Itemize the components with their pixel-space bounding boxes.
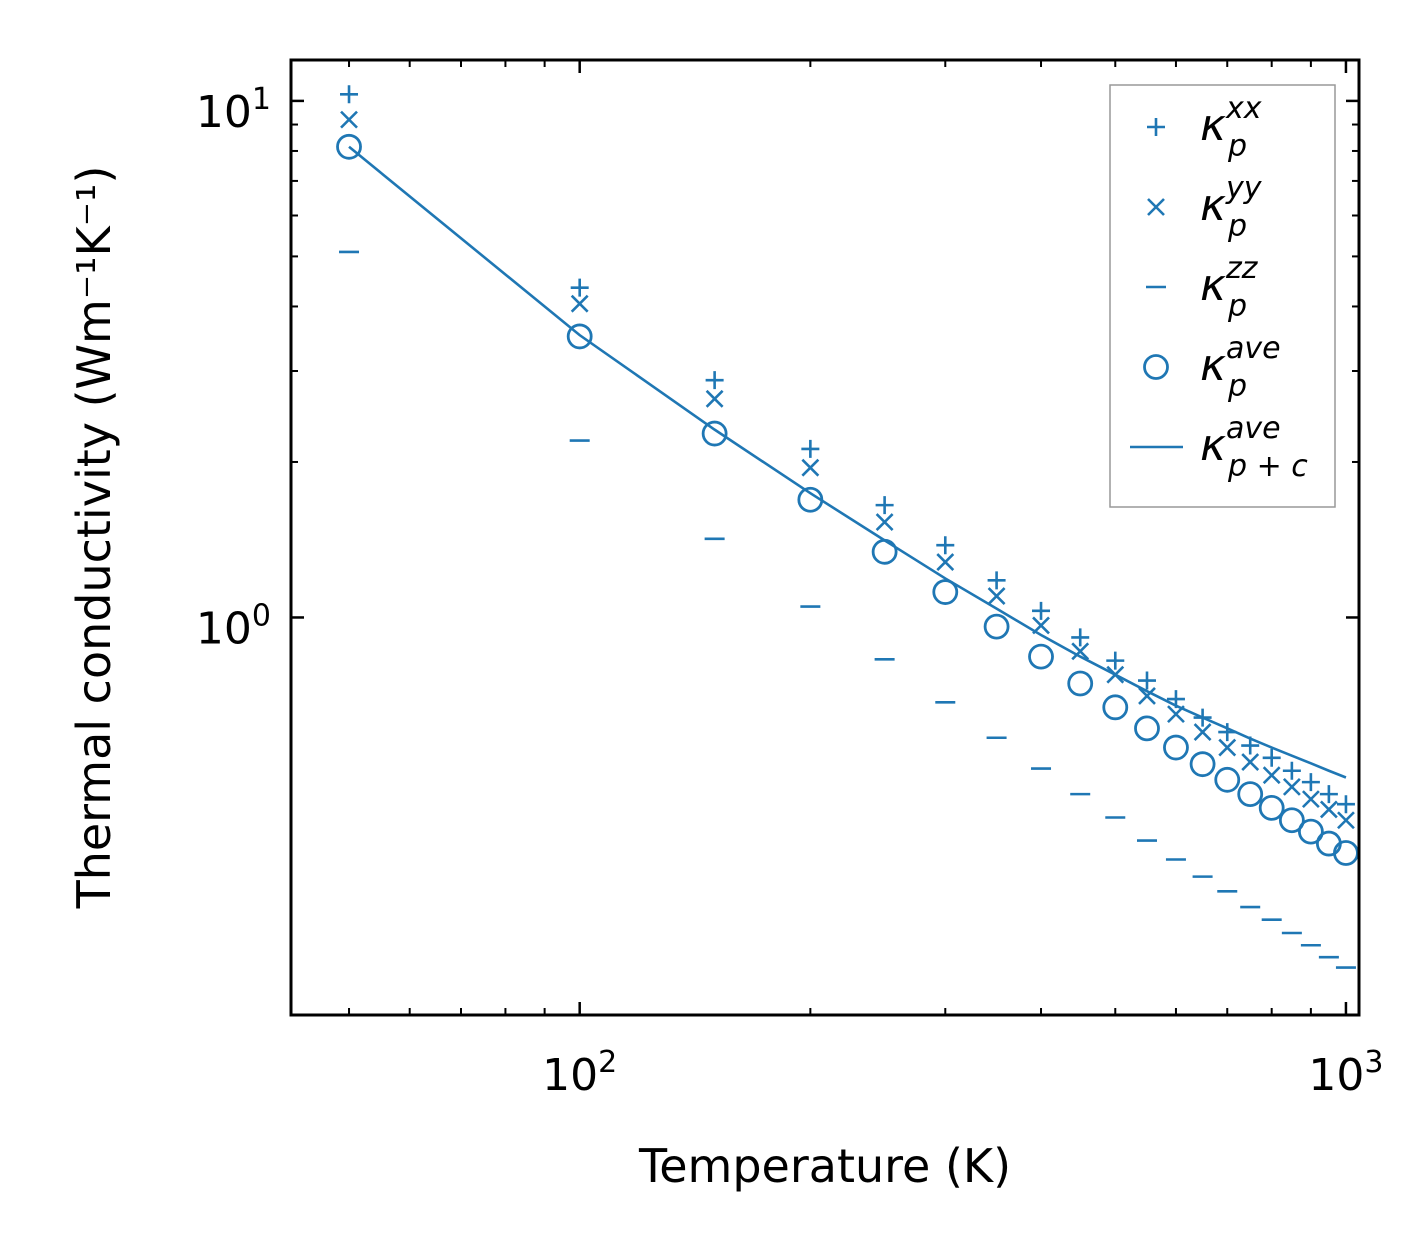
- data-point: [875, 513, 894, 531]
- legend-frame: [1109, 84, 1336, 508]
- data-point: [705, 371, 724, 390]
- legend-marker: [1147, 198, 1165, 216]
- data-point: [1297, 818, 1324, 845]
- data-point: [936, 553, 955, 572]
- y-axis-title: Thermal conductivity (Wm⁻¹K⁻¹): [67, 166, 121, 910]
- data-point: [1067, 670, 1094, 697]
- data-point: [340, 85, 359, 104]
- data-point: [1301, 773, 1320, 792]
- data-point: [1333, 840, 1359, 866]
- data-point: [1138, 686, 1156, 705]
- data-point: [1189, 751, 1216, 778]
- data-point: [340, 110, 358, 129]
- data-point: [1282, 777, 1301, 796]
- x-tick-label: 103: [1308, 1045, 1383, 1101]
- data-point: [1262, 766, 1281, 785]
- legend-label: κave p: [1200, 331, 1281, 404]
- data-point: [1106, 651, 1125, 670]
- data-point: [1218, 738, 1237, 757]
- x-axis-title: Temperature (K): [638, 1139, 1011, 1193]
- series-line: [348, 145, 1347, 779]
- y-tick-label: 101: [196, 82, 271, 138]
- data-point: [983, 613, 1010, 640]
- series-kappa_p_ave: [336, 133, 1359, 866]
- x-tick-label: 102: [542, 1045, 617, 1101]
- legend-label: κyy p: [1200, 171, 1263, 244]
- data-point: [1071, 628, 1090, 647]
- legend-marker: [1143, 354, 1169, 380]
- data-point: [875, 496, 894, 515]
- data-point: [701, 420, 728, 447]
- data-point: [1336, 795, 1355, 814]
- legend-entry: κzz p: [1146, 251, 1259, 324]
- data-point: [1278, 807, 1305, 834]
- tick-labels: 102 103 100 101: [196, 82, 1384, 1101]
- data-point: [987, 571, 1006, 590]
- legend-entry: κave p: [1143, 331, 1281, 404]
- data-point: [570, 294, 589, 313]
- data-series: [336, 85, 1359, 969]
- data-point: [1071, 642, 1090, 661]
- data-point: [987, 587, 1006, 606]
- legend-entry: κyy p: [1147, 171, 1263, 244]
- data-point: [1262, 748, 1281, 767]
- data-point: [801, 458, 820, 477]
- data-point: [1337, 811, 1355, 830]
- data-point: [1102, 694, 1129, 721]
- data-point: [570, 278, 589, 297]
- legend-entry: κxx p: [1147, 91, 1262, 164]
- data-point: [1301, 790, 1320, 809]
- data-point: [1138, 671, 1156, 690]
- legend-label: κxx p: [1200, 91, 1262, 164]
- series-kappa_p_zz: [339, 250, 1356, 969]
- data-point: [801, 439, 820, 458]
- data-point: [936, 536, 955, 555]
- plot-frame: [289, 58, 1361, 1017]
- series-kappa_p_yy: [340, 110, 1355, 830]
- data-point: [1134, 715, 1160, 742]
- data-point: [1163, 734, 1189, 761]
- data-point: [932, 579, 959, 605]
- data-point: [336, 133, 362, 160]
- data-point: [1032, 601, 1051, 620]
- data-point: [1193, 723, 1212, 741]
- data-point: [1237, 781, 1264, 808]
- data-point: [1319, 800, 1338, 819]
- data-point: [705, 389, 724, 408]
- y-tick-label: 100: [196, 598, 271, 654]
- data-point: [1258, 794, 1285, 821]
- legend-marker: [1147, 118, 1165, 136]
- data-point: [1282, 761, 1301, 780]
- data-point: [1319, 785, 1338, 804]
- data-point: [1214, 766, 1241, 793]
- legend-label: κzz p: [1200, 251, 1259, 324]
- legend-entry: κave p + c: [1130, 411, 1308, 484]
- data-point: [566, 323, 593, 350]
- data-point: [1241, 753, 1260, 771]
- data-point: [1028, 643, 1054, 670]
- legend-label: κave p + c: [1200, 411, 1308, 484]
- series-kappa_p+c_ave: [348, 145, 1347, 779]
